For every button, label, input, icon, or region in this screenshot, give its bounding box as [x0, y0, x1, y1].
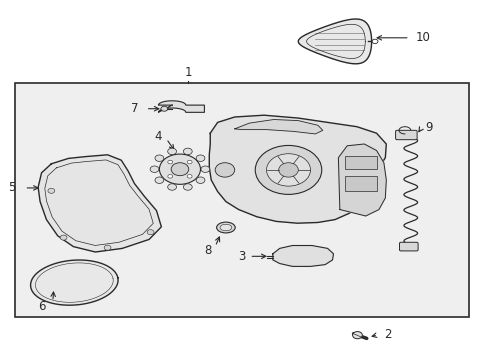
Polygon shape [234, 120, 322, 134]
Text: 7: 7 [131, 102, 138, 115]
Text: 6: 6 [38, 300, 45, 312]
Text: 2: 2 [383, 328, 390, 341]
Circle shape [167, 148, 176, 155]
Text: 1: 1 [184, 66, 192, 79]
Circle shape [255, 145, 321, 194]
Circle shape [183, 148, 192, 155]
Circle shape [187, 175, 192, 178]
Circle shape [48, 188, 55, 193]
Polygon shape [338, 144, 386, 216]
Circle shape [104, 245, 111, 250]
Bar [344, 176, 376, 191]
Circle shape [201, 166, 209, 172]
Bar [344, 156, 376, 169]
FancyBboxPatch shape [399, 242, 417, 251]
Polygon shape [272, 246, 333, 266]
Circle shape [147, 230, 154, 235]
FancyBboxPatch shape [395, 130, 416, 140]
Circle shape [171, 163, 188, 176]
Circle shape [159, 154, 200, 184]
Circle shape [155, 155, 163, 161]
Circle shape [167, 175, 172, 178]
Circle shape [266, 154, 310, 186]
Circle shape [167, 184, 176, 190]
Circle shape [60, 235, 67, 240]
Ellipse shape [220, 224, 231, 231]
Circle shape [167, 160, 172, 164]
Circle shape [155, 177, 163, 184]
Text: 8: 8 [204, 244, 211, 257]
Circle shape [187, 160, 192, 164]
Text: 10: 10 [415, 31, 429, 44]
Circle shape [371, 39, 377, 44]
Polygon shape [31, 260, 118, 305]
Text: 9: 9 [425, 121, 432, 134]
Circle shape [150, 166, 159, 172]
Text: 4: 4 [154, 130, 161, 143]
Circle shape [161, 106, 167, 111]
Ellipse shape [216, 222, 235, 233]
Circle shape [278, 163, 298, 177]
Circle shape [352, 332, 362, 339]
Circle shape [196, 155, 204, 161]
Polygon shape [298, 19, 371, 64]
Text: 5: 5 [8, 181, 15, 194]
Circle shape [183, 184, 192, 190]
Polygon shape [209, 115, 386, 223]
Bar [15, 83, 468, 317]
Circle shape [196, 177, 204, 184]
Circle shape [215, 163, 234, 177]
Polygon shape [38, 155, 161, 252]
Text: 3: 3 [238, 250, 245, 263]
Polygon shape [158, 101, 204, 112]
